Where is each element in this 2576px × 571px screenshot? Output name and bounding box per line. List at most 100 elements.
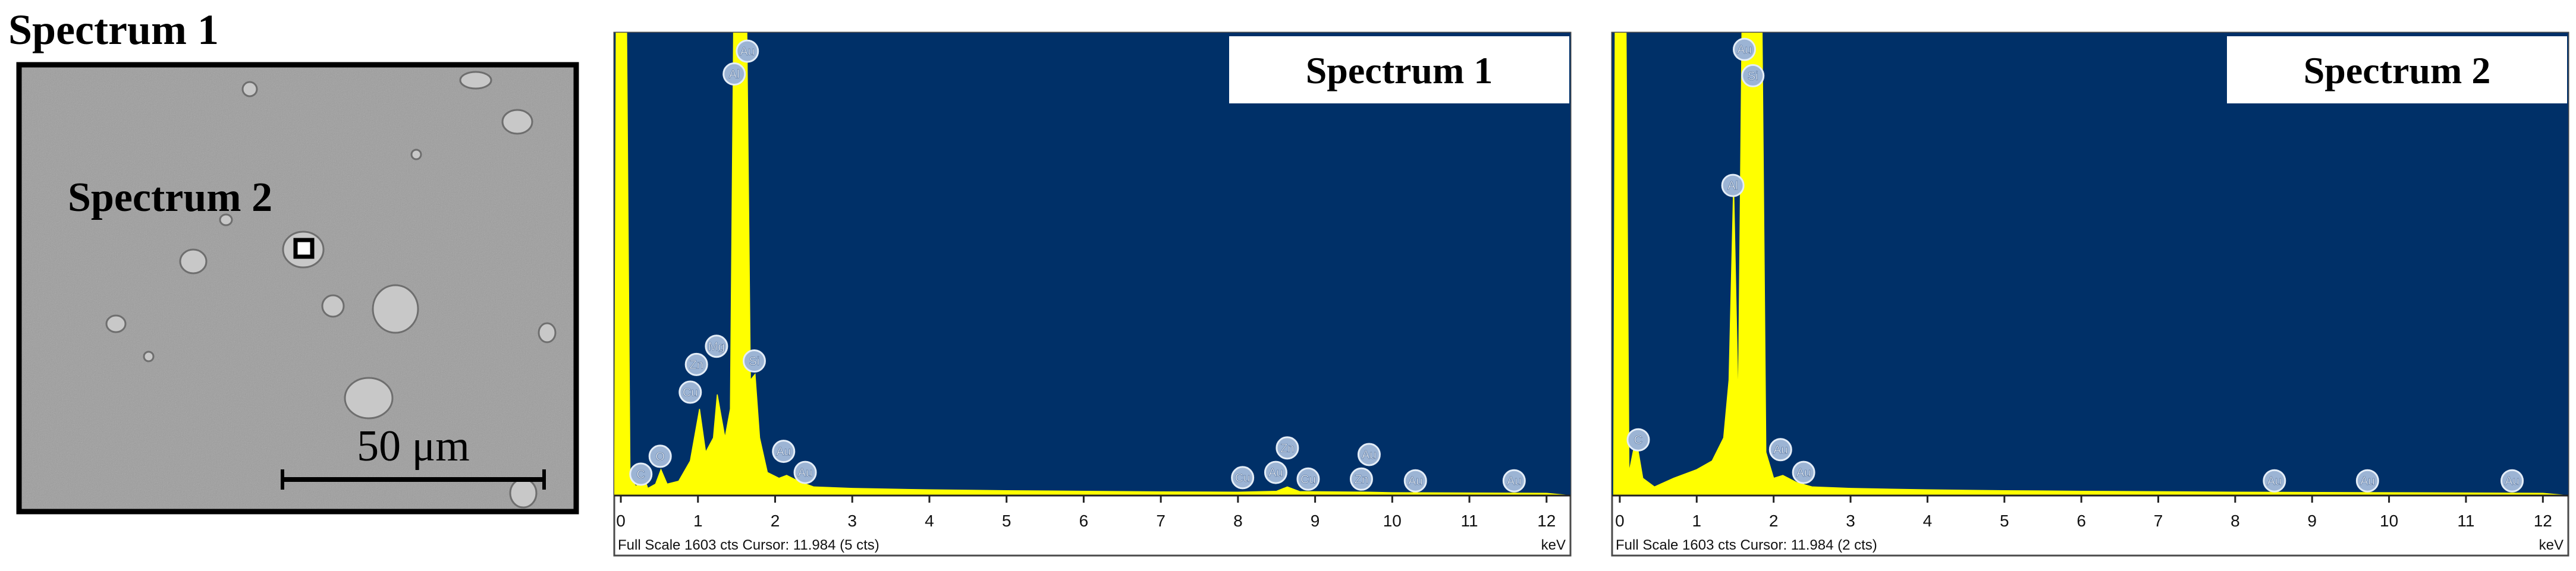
peak-marker (722, 62, 746, 86)
peak-label: Cu (1235, 472, 1251, 485)
peak-label: Au (2505, 475, 2519, 488)
peak-marker (1502, 469, 1526, 493)
peak-marker (1626, 428, 1650, 452)
peak-marker (1296, 467, 1320, 491)
peak-label: Si (749, 355, 760, 368)
peak-label: Au (2267, 475, 2282, 488)
peak-marker (1276, 436, 1299, 460)
spectrum-title: Spectrum 1 (1306, 49, 1493, 92)
peak-label: Mg (708, 340, 725, 354)
peak-marker (1403, 469, 1427, 493)
peak-label: Au (777, 446, 791, 459)
peak-marker (1264, 460, 1287, 484)
figure-title: Spectrum 1 (8, 6, 219, 53)
x-tick-label: 0 (1615, 512, 1625, 530)
spectrum-area (614, 33, 1570, 496)
peak-label: Au (1796, 466, 1811, 479)
x-tick-label: 11 (1461, 512, 1478, 530)
peak-marker (1792, 460, 1815, 484)
peak-marker (1357, 443, 1381, 466)
x-tick-label: 5 (1002, 512, 1011, 530)
plot-area (614, 33, 1570, 496)
x-tick-label: 9 (2307, 512, 2317, 530)
peak-label: Au (1408, 475, 1422, 488)
plot-area (1613, 33, 2568, 496)
sem-image (16, 62, 579, 515)
peak-label: O (655, 450, 665, 463)
x-tick-label: 1 (693, 512, 703, 530)
peak-marker (629, 462, 653, 486)
peak-label: C (637, 468, 645, 481)
peak-label: Zn (1280, 442, 1294, 455)
x-tick-label: 9 (1311, 512, 1320, 530)
peak-marker (705, 335, 728, 358)
peak-label: Si (1748, 70, 1758, 83)
x-tick-label: 7 (2154, 512, 2163, 530)
peak-marker (684, 352, 708, 376)
peak-label: Au (798, 466, 812, 479)
x-axis-label: keV (2539, 537, 2564, 553)
peak-label: Cu (683, 386, 698, 399)
peak-marker (772, 440, 796, 463)
x-tick-label: 8 (2231, 512, 2240, 530)
peak-label: Al (729, 68, 740, 81)
peak-label: Zn (1355, 473, 1368, 486)
footer: Full Scale 1603 cts Cursor: 11.984 (5 ct… (618, 537, 879, 553)
sem-label: Spectrum 2 (68, 175, 272, 220)
peak-label: Zn (689, 358, 703, 371)
peak-marker (2500, 469, 2524, 493)
x-tick-label: 2 (771, 512, 780, 530)
peak-marker (1768, 438, 1792, 462)
plot-background (1612, 33, 2568, 496)
x-tick-label: 3 (847, 512, 857, 530)
x-tick-label: 3 (1846, 512, 1855, 530)
peak-marker (1349, 467, 1373, 491)
footer: Full Scale 1603 cts Cursor: 11.984 (2 ct… (1616, 537, 1877, 553)
x-tick-label: 8 (1233, 512, 1243, 530)
peak-marker (742, 349, 766, 373)
peak-marker (648, 444, 672, 468)
scale-bar-label: 50 μm (357, 422, 470, 471)
x-tick-label: 4 (925, 512, 934, 530)
x-tick-label: 1 (1692, 512, 1702, 530)
spectrum-area (1613, 33, 2568, 496)
peak-marker (1733, 37, 1757, 61)
x-tick-label: 12 (1537, 512, 1556, 530)
x-tick-label: 6 (1079, 512, 1089, 530)
peak-marker (678, 380, 702, 404)
peak-marker (1231, 466, 1255, 490)
x-tick-label: 12 (2534, 512, 2552, 530)
peak-label: Au (1268, 466, 1283, 479)
plot-background (614, 33, 1570, 496)
title-box (2227, 36, 2567, 103)
peak-label: Au (1507, 475, 1521, 488)
x-tick-label: 10 (1383, 512, 1402, 530)
peak-marker (2355, 469, 2379, 493)
x-axis-label: keV (1541, 537, 1566, 553)
x-tick-label: 7 (1156, 512, 1166, 530)
x-tick-label: 6 (2076, 512, 2086, 530)
x-tick-label: 11 (2457, 512, 2474, 530)
x-tick-label: 5 (2000, 512, 2009, 530)
peak-label: Au (740, 45, 755, 58)
x-tick-label: 2 (1769, 512, 1779, 530)
peak-marker (1721, 173, 1745, 197)
peak-label: Au (2360, 475, 2374, 488)
peak-label: Cu (1300, 473, 1316, 486)
peak-marker (736, 39, 759, 63)
peak-label: Au (1737, 43, 1751, 56)
spectrum-title: Spectrum 2 (2304, 49, 2491, 92)
peak-label: C (1634, 434, 1642, 447)
peak-marker (1741, 64, 1765, 87)
title-box (1229, 36, 1569, 103)
x-tick-label: 0 (616, 512, 626, 530)
peak-marker (2263, 469, 2286, 493)
peak-label: Au (1362, 449, 1376, 462)
peak-label: Al (1727, 179, 1738, 193)
peak-marker (793, 460, 817, 484)
peak-label: Au (1773, 444, 1788, 457)
